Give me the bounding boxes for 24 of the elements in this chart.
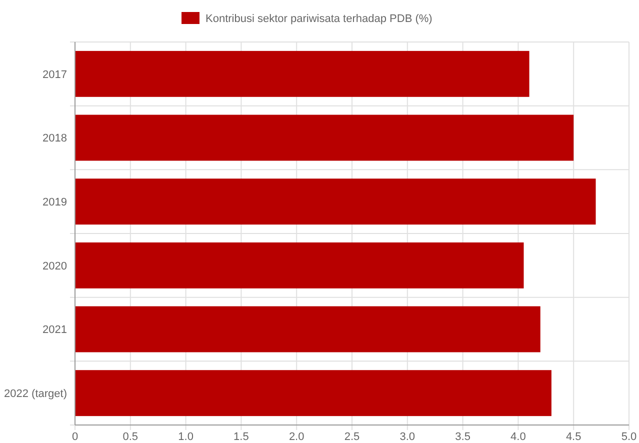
bar xyxy=(75,178,596,225)
x-tick-label: 0.5 xyxy=(122,431,138,443)
x-tick-label: 2.5 xyxy=(344,431,360,443)
x-tick-label: 4.5 xyxy=(566,431,582,443)
bar xyxy=(75,50,530,97)
x-tick-label: 4.0 xyxy=(510,431,526,443)
x-tick-label: 2.0 xyxy=(288,431,304,443)
x-tick-label: 3.0 xyxy=(400,431,416,443)
x-tick-label: 3.5 xyxy=(455,431,470,443)
bar xyxy=(75,114,574,161)
x-tick-label: 0 xyxy=(72,431,78,443)
y-tick-label: 2020 xyxy=(42,260,67,272)
y-tick-label: 2019 xyxy=(42,196,67,208)
y-tick-label: 2017 xyxy=(42,68,67,81)
y-tick-label: 2018 xyxy=(42,132,67,145)
bar xyxy=(75,306,540,352)
y-tick-label: 2021 xyxy=(42,324,67,336)
x-tick-label: 1.5 xyxy=(234,431,249,443)
bar xyxy=(75,370,552,416)
legend-label: Kontribusi sektor pariwisata terhadap PDB (%) xyxy=(206,12,432,25)
bar xyxy=(75,242,524,288)
x-tick-label: 1.0 xyxy=(178,431,194,443)
y-tick-label: 2022 (target) xyxy=(4,388,67,400)
x-tick-label: 5.0 xyxy=(621,431,637,443)
